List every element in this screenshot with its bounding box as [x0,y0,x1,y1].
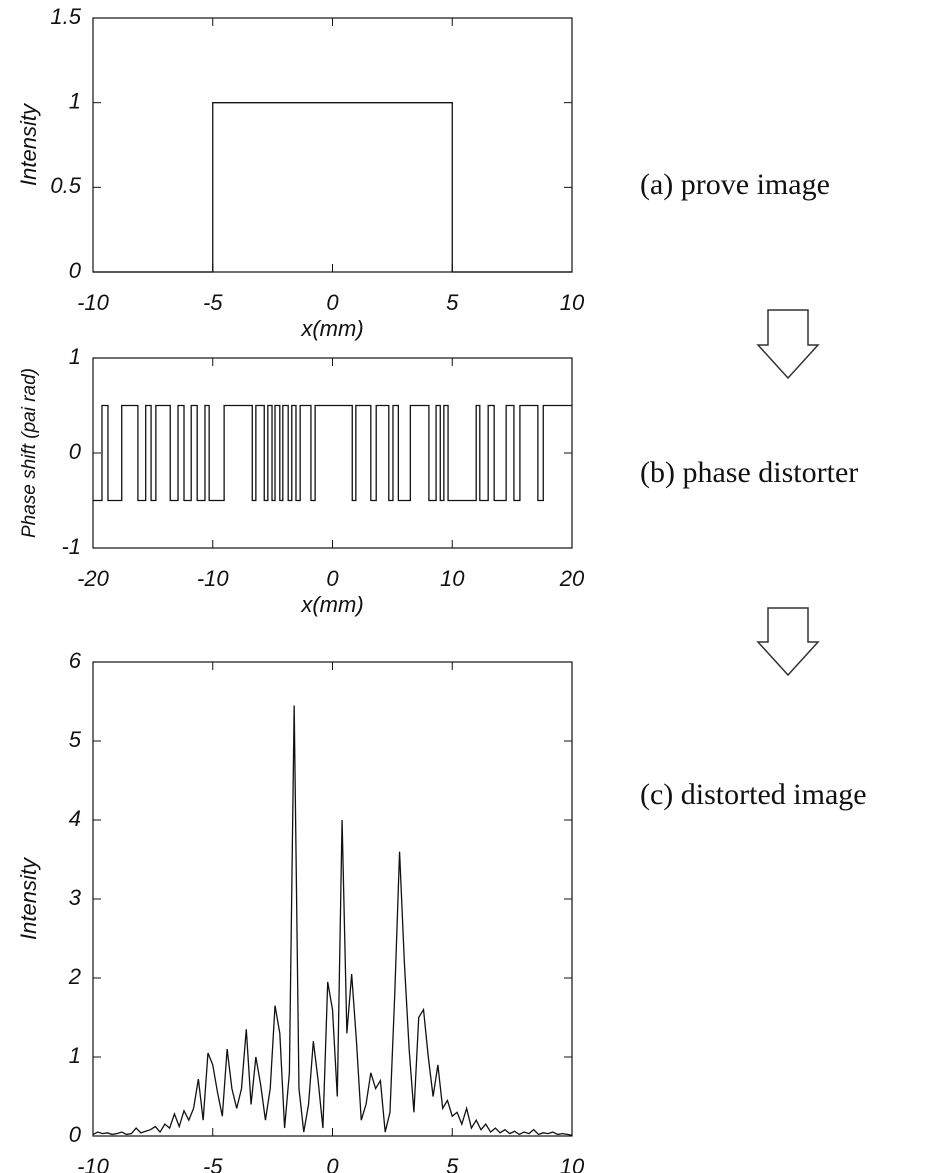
y-tick-label: 1.5 [50,4,81,29]
x-tick-label: -20 [77,566,110,591]
y-tick-label: 1 [69,1043,81,1068]
x-tick-label: 20 [559,566,585,591]
x-tick-label: 10 [560,1154,585,1173]
caption: (c) distorted image [640,778,867,811]
plot-frame [92,357,573,549]
y-tick-label: 0.5 [50,173,81,198]
x-tick-label: 0 [326,566,339,591]
y-tick-label: 2 [68,964,81,989]
x-axis-label: x(mm) [300,316,363,341]
caption: (a) prove image [640,168,830,201]
y-tick-label: -1 [61,534,81,559]
data-line [92,705,573,1136]
x-axis-label: x(mm) [300,592,363,617]
plot-frame [92,661,573,1137]
y-tick-label: 4 [69,806,81,831]
x-tick-label: -5 [203,290,223,315]
down-arrow [756,607,820,677]
x-tick-label: 5 [446,290,459,315]
x-tick-label: -5 [203,1154,223,1173]
y-axis-label: Intensity [16,102,41,186]
x-tick-label: -10 [77,290,110,315]
plot-frame [92,17,573,273]
data-line [93,102,572,273]
arrow [756,309,820,677]
x-tick-label: -10 [197,566,230,591]
x-tick-label: 0 [326,290,339,315]
y-tick-label: 0 [69,1122,82,1147]
y-tick-label: 1 [69,88,81,113]
y-tick-label: 5 [69,727,82,752]
y-tick-label: 1 [69,344,81,369]
y-axis-label: Intensity [16,856,41,940]
y-axis-label: Phase shift (pai rad) [19,368,40,538]
y-tick-label: 0 [69,439,82,464]
x-tick-label: 10 [560,290,585,315]
y-tick-label: 6 [69,648,82,673]
x-tick-label: 0 [326,1154,339,1173]
x-tick-label: -10 [77,1154,110,1173]
y-tick-label: 0 [69,258,82,283]
x-tick-label: 5 [446,1154,459,1173]
data-line [93,404,572,502]
caption: (b) phase distorter [640,456,858,489]
x-tick-label: 10 [440,566,465,591]
down-arrow [756,309,820,380]
y-tick-label: 3 [69,885,82,910]
